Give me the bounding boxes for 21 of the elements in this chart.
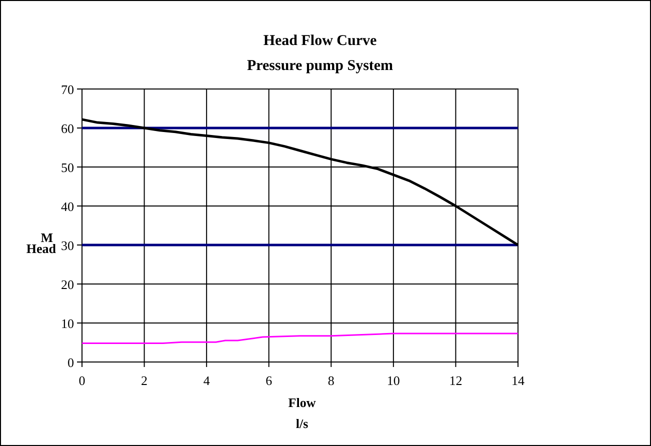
x-axis-title: Flow l/s <box>288 395 316 431</box>
x-tick-label: 4 <box>203 373 210 388</box>
x-tick-label: 10 <box>386 373 400 388</box>
y-tick-label: 40 <box>61 199 74 214</box>
x-tick-label: 12 <box>449 373 462 388</box>
y-tick-label: 20 <box>61 277 74 292</box>
x-tick-label: 0 <box>78 373 86 388</box>
x-tick-label: 8 <box>328 373 334 388</box>
y-tick-label: 70 <box>61 82 74 97</box>
x-tick-label: 2 <box>141 373 148 388</box>
y-tick-label: 10 <box>61 316 74 331</box>
chart-title: Head Flow Curve <box>263 33 377 49</box>
y-tick-label: 60 <box>61 121 74 136</box>
y-tick-label: 0 <box>68 355 74 370</box>
x-tick-label: 6 <box>266 373 273 388</box>
x-tick-label: 14 <box>512 373 525 388</box>
y-tick-label: 30 <box>61 238 74 253</box>
chart-subtitle: Pressure pump System <box>246 58 394 74</box>
y-axis-title: M Head <box>26 230 57 256</box>
line-series <box>81 332 519 344</box>
y-tick-label: 50 <box>61 160 74 175</box>
